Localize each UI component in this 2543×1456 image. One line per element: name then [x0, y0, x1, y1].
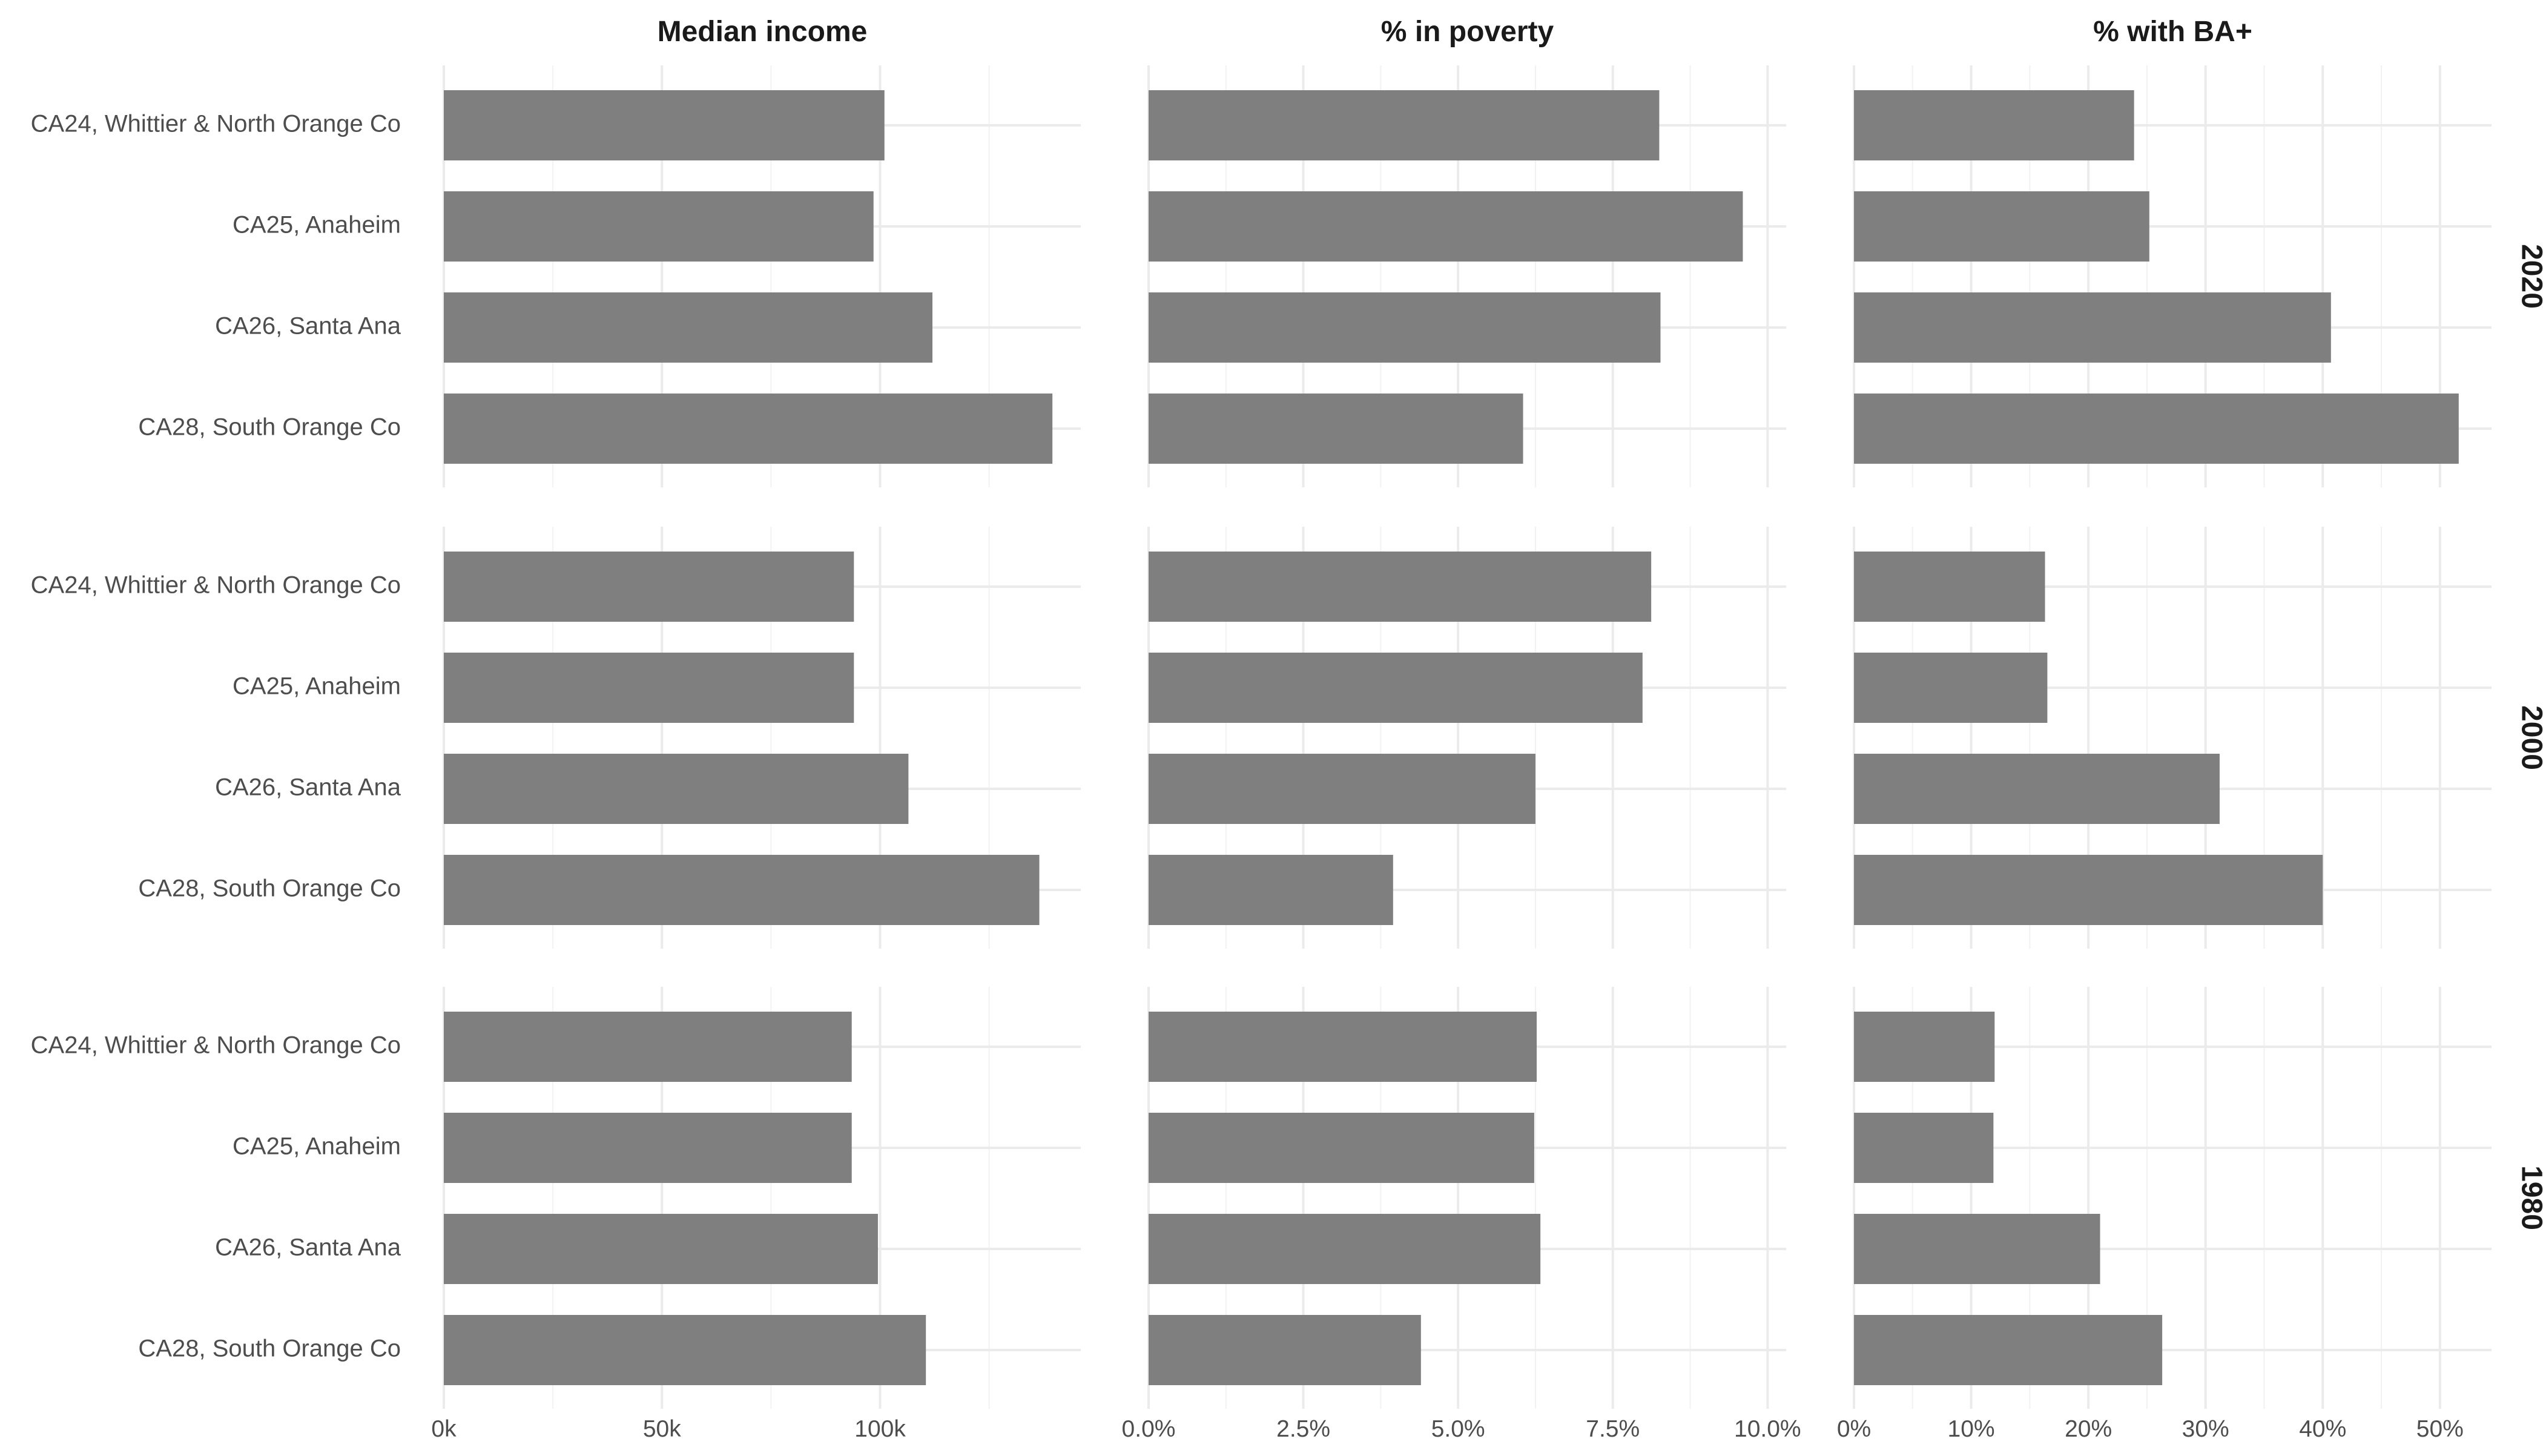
bar-2000-poverty-3 [1149, 754, 1535, 824]
bars-layer [444, 90, 2459, 1385]
bar-2000-income-2 [444, 653, 854, 723]
x-tick-label-ba: 50% [2416, 1416, 2464, 1442]
facet-title-ba: % with BA+ [2093, 16, 2252, 48]
bar-2020-poverty-3 [1149, 292, 1661, 363]
bar-2000-ba-2 [1854, 653, 2048, 723]
bar-2000-ba-4 [1854, 855, 2323, 925]
x-tick-label-ba: 20% [2065, 1416, 2112, 1442]
bar-2020-poverty-4 [1149, 394, 1523, 464]
bar-2020-ba-2 [1854, 191, 2149, 262]
category-label: CA28, South Orange Co [138, 875, 401, 902]
x-tick-label-poverty: 2.5% [1276, 1416, 1330, 1442]
bar-2000-income-1 [444, 552, 854, 622]
bar-2020-poverty-2 [1149, 191, 1743, 262]
facet-strip-1980: 1980 [2515, 1165, 2543, 1230]
bar-2000-income-3 [444, 754, 909, 824]
bar-1980-income-1 [444, 1012, 852, 1082]
bar-2000-poverty-2 [1149, 653, 1643, 723]
bar-1980-poverty-4 [1149, 1315, 1421, 1385]
x-tick-label-ba: 0% [1837, 1416, 1871, 1442]
x-tick-label-poverty: 0.0% [1122, 1416, 1176, 1442]
bar-1980-income-4 [444, 1315, 926, 1385]
category-label: CA24, Whittier & North Orange Co [31, 111, 401, 137]
bar-2000-ba-1 [1854, 552, 2045, 622]
x-tick-label-poverty: 7.5% [1586, 1416, 1640, 1442]
bar-2000-poverty-4 [1149, 855, 1393, 925]
x-tick-label-income: 0k [431, 1416, 457, 1442]
bar-1980-income-2 [444, 1113, 852, 1183]
category-label: CA24, Whittier & North Orange Co [31, 1032, 401, 1059]
bar-1980-poverty-3 [1149, 1214, 1541, 1284]
grid-layer [443, 65, 2492, 1409]
x-tick-label-poverty: 5.0% [1431, 1416, 1485, 1442]
facet-title-income: Median income [658, 16, 868, 48]
bar-2020-income-2 [444, 191, 874, 262]
category-label: CA26, Santa Ana [215, 774, 401, 801]
bar-1980-poverty-2 [1149, 1113, 1534, 1183]
x-tick-label-income: 50k [643, 1416, 681, 1442]
x-tick-label-income: 100k [854, 1416, 906, 1442]
x-tick-label-ba: 30% [2182, 1416, 2229, 1442]
bar-2000-poverty-1 [1149, 552, 1652, 622]
category-label: CA28, South Orange Co [138, 414, 401, 441]
bar-1980-ba-1 [1854, 1012, 1995, 1082]
bar-2000-ba-3 [1854, 754, 2220, 824]
bar-2020-income-4 [444, 394, 1053, 464]
labels-layer: Median income % in poverty % with BA+ 2020 2… [31, 16, 2543, 1442]
category-label: CA28, South Orange Co [138, 1336, 401, 1362]
facet-title-poverty: % in poverty [1381, 16, 1554, 48]
category-label: CA25, Anaheim [233, 673, 401, 700]
category-label: CA25, Anaheim [233, 1133, 401, 1160]
bar-2000-income-4 [444, 855, 1040, 925]
category-label: CA24, Whittier & North Orange Co [31, 572, 401, 599]
category-label: CA25, Anaheim [233, 212, 401, 239]
bar-1980-ba-3 [1854, 1214, 2100, 1284]
bar-2020-income-3 [444, 292, 933, 363]
category-label: CA26, Santa Ana [215, 313, 401, 340]
category-label: CA26, Santa Ana [215, 1234, 401, 1261]
x-tick-label-poverty: 10.0% [1734, 1416, 1801, 1442]
bar-1980-ba-2 [1854, 1113, 1994, 1183]
x-tick-label-ba: 10% [1948, 1416, 1995, 1442]
bar-2020-ba-3 [1854, 292, 2331, 363]
facet-strip-2000: 2000 [2515, 705, 2543, 770]
bar-2020-ba-1 [1854, 90, 2134, 160]
x-tick-label-ba: 40% [2299, 1416, 2346, 1442]
bar-1980-income-3 [444, 1214, 878, 1284]
bar-2020-poverty-1 [1149, 90, 1660, 160]
bar-1980-poverty-1 [1149, 1012, 1537, 1082]
bar-2020-ba-4 [1854, 394, 2459, 464]
bar-2020-income-1 [444, 90, 885, 160]
facet-strip-2020: 2020 [2515, 244, 2543, 309]
bar-1980-ba-4 [1854, 1315, 2163, 1385]
